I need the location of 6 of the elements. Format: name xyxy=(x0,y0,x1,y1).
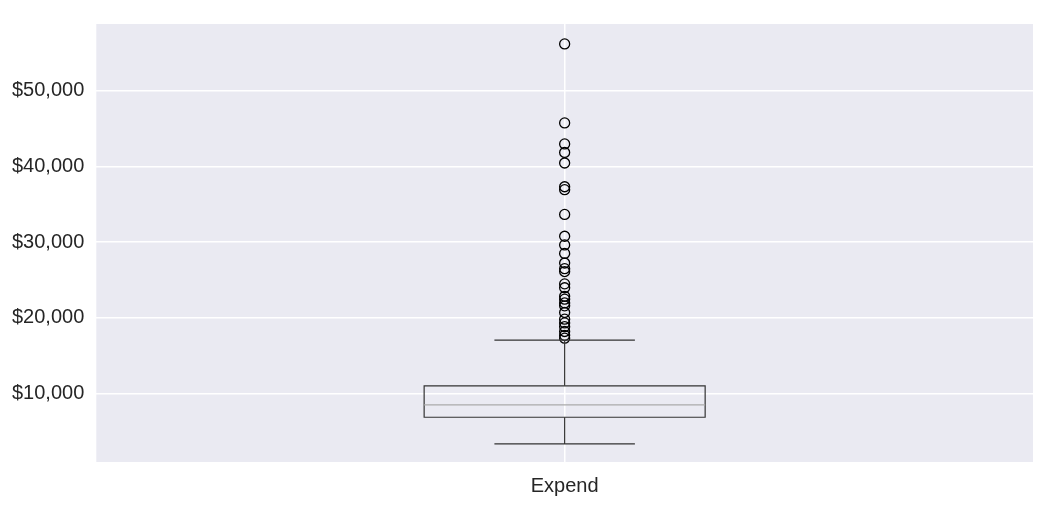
y-tick-label: $30,000 xyxy=(12,229,85,252)
x-tick-label: Expend xyxy=(530,473,599,496)
y-tick-label: $40,000 xyxy=(12,153,85,176)
y-tick-label: $10,000 xyxy=(12,380,85,403)
y-tick-label: $50,000 xyxy=(12,78,85,101)
y-tick-label: $20,000 xyxy=(12,305,85,328)
